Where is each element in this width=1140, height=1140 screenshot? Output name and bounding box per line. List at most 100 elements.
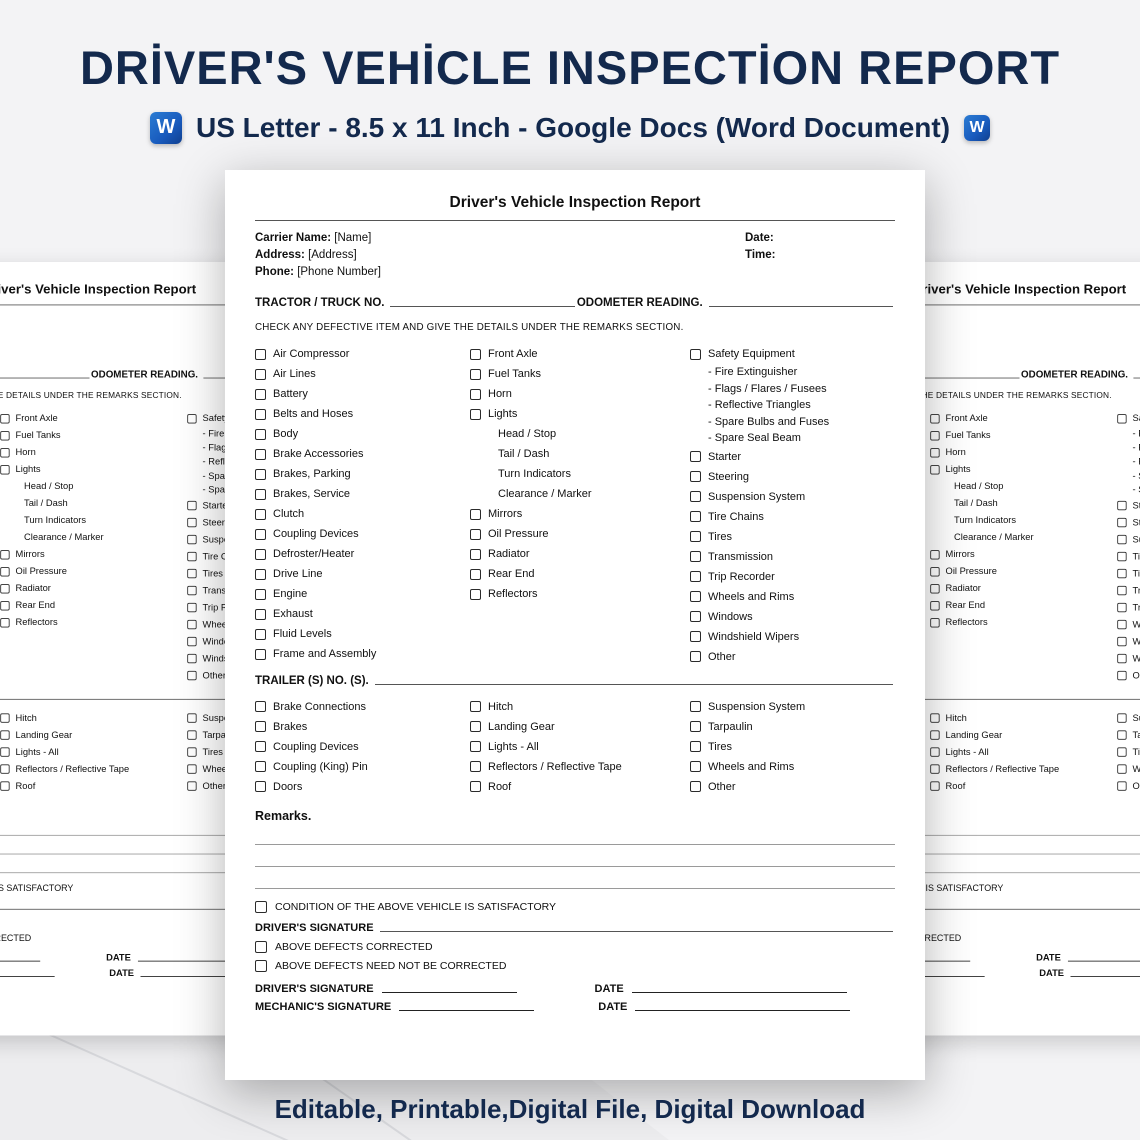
checkbox: [187, 670, 197, 681]
checklist-item-label: Landing Gear: [488, 720, 555, 733]
checkbox[interactable]: [255, 608, 266, 620]
checklist-item: Windows: [187, 633, 361, 650]
checkbox[interactable]: [255, 448, 266, 460]
checkbox[interactable]: [690, 571, 701, 582]
remarks-blank-line: [747, 854, 1140, 873]
checkbox[interactable]: [255, 508, 266, 520]
checklist-item-label: Coupling Devices: [273, 740, 359, 753]
checkbox[interactable]: [690, 611, 701, 622]
tractor-no-label: TRACTOR / TRUCK NO.: [255, 297, 385, 309]
checkbox[interactable]: [255, 388, 266, 400]
checkbox: [1117, 534, 1127, 545]
checkbox[interactable]: [470, 368, 481, 380]
checkbox: [1117, 500, 1127, 511]
title-divider: [0, 304, 362, 306]
checkbox[interactable]: [255, 628, 266, 640]
date-label: DATE: [106, 952, 131, 963]
checkbox[interactable]: [690, 591, 701, 602]
checkbox: [1117, 413, 1127, 424]
listing-title: DRİVER'S VEHİCLE INSPECTİON REPORT: [79, 41, 1061, 94]
checkbox[interactable]: [470, 408, 481, 420]
checkbox[interactable]: [255, 648, 266, 660]
checkbox[interactable]: [690, 531, 701, 542]
checkbox[interactable]: [690, 551, 701, 562]
checklist-item: Tarpaulin: [1117, 727, 1140, 744]
mechanic-signature-date-row: MECHANIC'S SIGNATURE DATE: [255, 1001, 895, 1013]
checklist-item-label: Brakes, Parking: [273, 468, 351, 480]
checkbox[interactable]: [470, 588, 481, 600]
checkbox[interactable]: [470, 741, 481, 752]
checkbox[interactable]: [470, 388, 481, 400]
checklist-item-label: Other: [708, 780, 736, 793]
checkbox[interactable]: [255, 781, 266, 792]
checkbox[interactable]: [255, 588, 266, 600]
checklist-item-label: Tail / Dash: [954, 498, 998, 509]
checkbox: [1117, 619, 1127, 630]
checkbox[interactable]: [470, 568, 481, 580]
checklist-item-label: Battery: [273, 388, 308, 400]
checkbox[interactable]: [255, 721, 266, 732]
checkbox[interactable]: [470, 348, 481, 360]
checkbox[interactable]: [255, 408, 266, 420]
checklist-item: Other: [690, 777, 895, 797]
checkbox[interactable]: [690, 701, 701, 712]
condition-satisfactory-row: CONDITION OF THE ABOVE VEHICLE IS SATISF…: [0, 883, 362, 893]
checklist-item: Clutch: [255, 504, 470, 524]
checkbox[interactable]: [690, 471, 701, 482]
checkbox[interactable]: [255, 528, 266, 540]
checklist-item-label: Other: [708, 650, 736, 663]
tractor-no-blank: [390, 306, 575, 307]
checklist-item-label: Clearance / Marker: [954, 532, 1034, 543]
checklist-item-label: Suspension System: [708, 700, 806, 713]
phone-label: Phone:: [255, 266, 294, 278]
checkbox[interactable]: [690, 781, 701, 792]
checklist-item: Lights - All: [930, 744, 1117, 761]
checkbox[interactable]: [255, 348, 266, 360]
checkbox[interactable]: [255, 940, 267, 953]
checkbox[interactable]: [255, 900, 267, 913]
checkbox[interactable]: [255, 488, 266, 500]
checkbox[interactable]: [690, 651, 701, 662]
checkbox[interactable]: [690, 761, 701, 772]
checklist-item: Defroster/Heater: [255, 544, 470, 564]
checkbox[interactable]: [255, 428, 266, 440]
checkbox: [1117, 670, 1127, 681]
checklist-item: Radiator: [0, 580, 187, 597]
checkbox[interactable]: [690, 741, 701, 752]
checkbox[interactable]: [470, 508, 481, 520]
checkbox[interactable]: [690, 491, 701, 502]
checkbox[interactable]: [255, 468, 266, 480]
checklist-item-label: Tarpaulin: [1132, 729, 1140, 741]
checklist-item-label: Tires: [202, 746, 223, 758]
checklist-item-label: Belts and Hoses: [273, 408, 354, 420]
checkbox[interactable]: [255, 701, 266, 712]
checkbox[interactable]: [255, 548, 266, 560]
condition-satisfactory-label: CONDITION OF THE ABOVE VEHICLE IS SATISF…: [0, 882, 74, 894]
checkbox[interactable]: [470, 701, 481, 712]
checkbox[interactable]: [470, 761, 481, 772]
checkbox[interactable]: [690, 631, 701, 642]
checkbox[interactable]: [690, 511, 701, 522]
checklist-item: Front Axle: [930, 410, 1117, 427]
checklist-item-label: Rear End: [488, 568, 535, 580]
checkbox[interactable]: [690, 451, 701, 462]
checkbox[interactable]: [690, 721, 701, 732]
checkbox[interactable]: [470, 528, 481, 540]
checkbox[interactable]: [255, 368, 266, 380]
checkbox[interactable]: [255, 761, 266, 772]
checkbox[interactable]: [255, 959, 267, 972]
checkbox[interactable]: [690, 348, 701, 360]
checkbox[interactable]: [255, 568, 266, 580]
checklist-item: - Flags / Flares / Fusees: [1117, 441, 1140, 455]
checkbox[interactable]: [255, 741, 266, 752]
checkbox[interactable]: [470, 781, 481, 792]
checklist-item: - Fire Extinguisher: [1117, 427, 1140, 441]
checkbox: [187, 636, 197, 647]
checklist-item: Windows: [690, 607, 895, 627]
checkbox[interactable]: [470, 721, 481, 732]
checkbox[interactable]: [470, 548, 481, 560]
remarks-blank-line: [255, 845, 895, 867]
defects-corrected-label: ABOVE DEFECTS CORRECTED: [275, 940, 433, 953]
checklist-item-label: Suspension System: [708, 490, 806, 503]
checklist-item: Lights: [0, 461, 187, 478]
